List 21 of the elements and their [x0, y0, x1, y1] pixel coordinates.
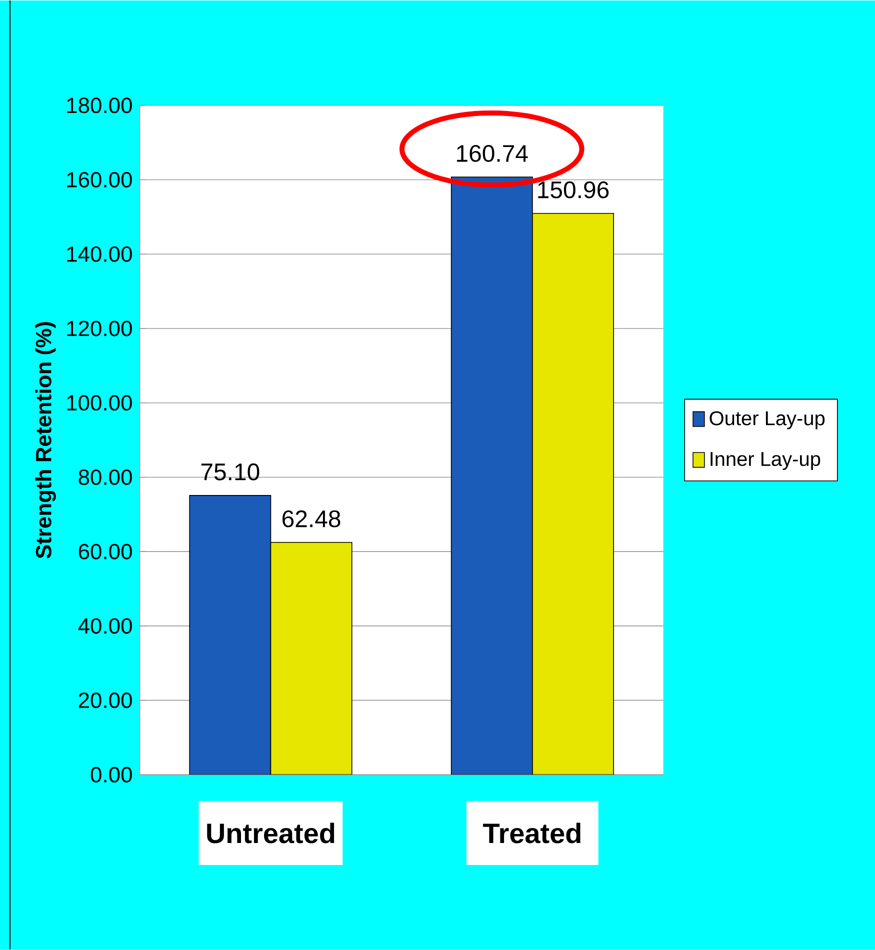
y-tick-label: 100.00	[67, 395, 132, 411]
y-axis-title: Strength Retention (%)	[35, 322, 56, 558]
y-tick-label: 80.00	[78, 469, 132, 485]
data-label: 150.96	[538, 181, 609, 198]
y-tick-label: 160.00	[67, 172, 132, 188]
legend-label: Inner Lay-up	[710, 452, 820, 470]
data-label: 62.48	[282, 510, 340, 528]
bar	[532, 212, 614, 775]
y-tick-label: 20.00	[78, 692, 132, 708]
data-label: 75.10	[201, 463, 260, 480]
y-tick-label: 140.00	[67, 246, 132, 262]
y-tick-label: 180.00	[67, 98, 132, 114]
bar	[270, 542, 352, 775]
y-tick-label: 120.00	[67, 320, 132, 336]
x-tick-label: Untreated	[207, 822, 334, 844]
data-label: 160.74	[457, 144, 528, 162]
y-tick-label: 40.00	[78, 618, 132, 634]
x-tick-label: Treated	[482, 822, 580, 844]
y-tick-label: 0.00	[90, 766, 132, 782]
legend-label: Outer Lay-up	[710, 411, 825, 430]
y-tick-label: 60.00	[78, 544, 132, 560]
